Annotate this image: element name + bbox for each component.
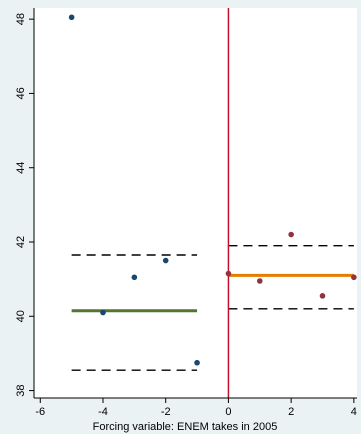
data-point-s1-3 (319, 293, 326, 299)
y-tick-label-3: 44 (15, 162, 27, 174)
x-tick-label-0: -6 (35, 406, 45, 418)
y-ticks: 38 40 42 44 46 48 (15, 13, 34, 397)
data-point-s1-1 (256, 278, 263, 284)
data-point-s0-0 (68, 14, 75, 21)
y-tick-label-4: 46 (15, 87, 27, 99)
axes (33, 8, 357, 399)
data-point-s0-1 (100, 309, 106, 316)
data-point-s1-0 (225, 270, 232, 277)
x-tick-label-5: 4 (351, 406, 357, 418)
data-point-s0-4 (194, 359, 200, 366)
x-tick-label-3: 0 (225, 406, 231, 418)
x-ticks: -6 -4 -2 0 2 4 (35, 398, 357, 418)
data-point-s1-2 (288, 231, 294, 238)
x-tick-label-2: -2 (161, 406, 171, 418)
x-tick-label-1: -4 (98, 406, 108, 418)
data-point-s0-2 (131, 274, 138, 281)
y-tick-label-2: 42 (15, 236, 27, 248)
data-point-s0-3 (162, 257, 169, 264)
data-points (68, 14, 357, 366)
confidence-interval-lines (71, 245, 354, 371)
x-axis-title: Forcing variable: ENEM takes in 2005 (93, 421, 278, 433)
y-tick-label-1: 40 (15, 310, 27, 322)
plot-area (34, 8, 357, 398)
data-point-s1-4 (351, 274, 357, 281)
y-tick-label-5: 48 (15, 13, 27, 25)
fit-lines (71, 273, 354, 313)
x-tick-label-4: 2 (288, 406, 294, 418)
y-tick-label-0: 38 (15, 384, 27, 396)
